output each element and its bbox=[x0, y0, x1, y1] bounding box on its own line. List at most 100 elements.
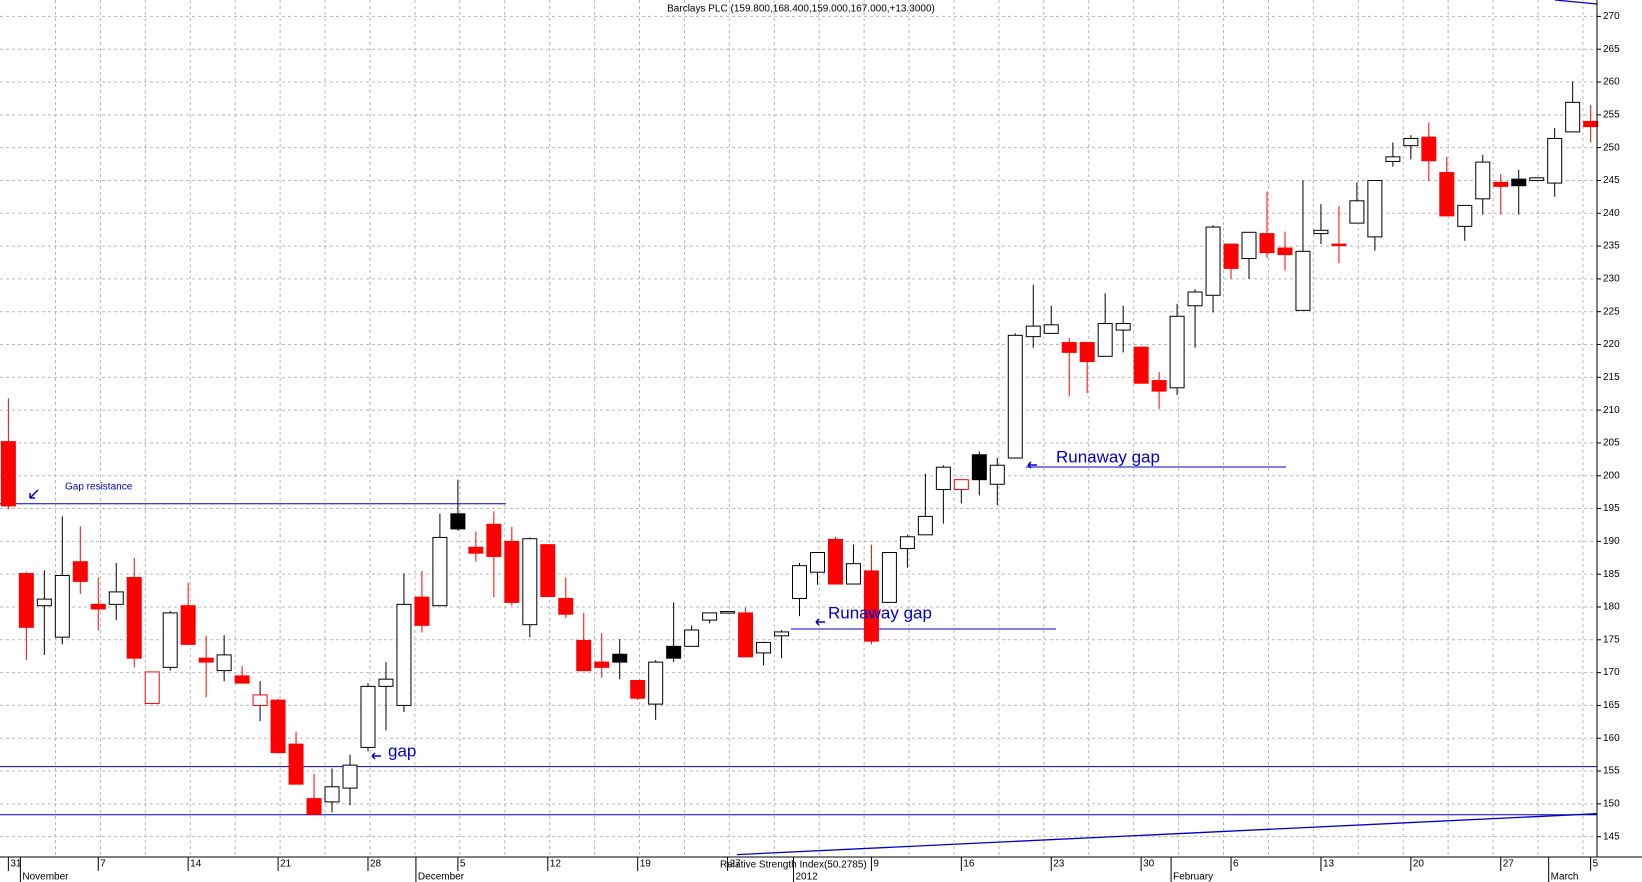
candle-body bbox=[648, 661, 664, 705]
candle-body bbox=[720, 611, 736, 614]
x-tick-label: 20 bbox=[1413, 859, 1425, 870]
x-tick-label: 9 bbox=[873, 859, 879, 870]
candle-body bbox=[126, 576, 142, 659]
indicator-label: Relative Strength Index(50.2785) bbox=[720, 860, 867, 871]
arrow bbox=[815, 618, 825, 626]
candle-body bbox=[432, 536, 448, 607]
candle-body bbox=[666, 645, 682, 659]
candle-body bbox=[36, 598, 52, 607]
candles bbox=[0, 81, 1599, 815]
candle-body bbox=[1061, 342, 1077, 353]
candle-body bbox=[90, 603, 106, 610]
candle-body bbox=[0, 441, 16, 507]
candle-body bbox=[1331, 243, 1347, 247]
candle-body bbox=[54, 574, 70, 638]
y-tick-label: 145 bbox=[1603, 831, 1620, 842]
candle-body bbox=[162, 612, 178, 668]
candle-body bbox=[1583, 120, 1599, 128]
month-label: December bbox=[418, 872, 465, 882]
x-tick-label: 30 bbox=[1143, 859, 1155, 870]
candle-body bbox=[1385, 156, 1401, 162]
month-label: November bbox=[22, 872, 69, 882]
y-tick-label: 155 bbox=[1603, 766, 1620, 777]
y-tick-label: 170 bbox=[1603, 667, 1620, 678]
trend-line bbox=[1554, 0, 1598, 5]
candle-body bbox=[540, 544, 556, 597]
annotation: gap bbox=[388, 741, 416, 760]
candle-body bbox=[594, 661, 610, 668]
y-tick-label: 260 bbox=[1603, 77, 1620, 88]
chart-title: Barclays PLC (159.800,168.400,159.000,16… bbox=[667, 4, 935, 15]
candle-body bbox=[881, 552, 897, 603]
arrow bbox=[29, 489, 39, 499]
month-label: 2012 bbox=[796, 872, 819, 882]
arrow bbox=[371, 752, 381, 760]
candle-body bbox=[396, 603, 412, 706]
candle-body bbox=[1223, 243, 1239, 269]
candle-body bbox=[684, 629, 700, 647]
x-tick-label: 21 bbox=[280, 859, 292, 870]
candle-body bbox=[216, 654, 232, 672]
candle-body bbox=[702, 612, 718, 621]
candle-body bbox=[1475, 161, 1491, 200]
candle-body bbox=[306, 798, 322, 815]
candle-body bbox=[1025, 325, 1041, 338]
x-tick-label: 7 bbox=[100, 859, 106, 870]
candle-body bbox=[1133, 346, 1149, 384]
arrows bbox=[29, 461, 1037, 760]
candle-body bbox=[1205, 226, 1221, 296]
y-tick-label: 175 bbox=[1603, 634, 1620, 645]
y-tick-label: 215 bbox=[1603, 372, 1620, 383]
candle-body bbox=[989, 464, 1005, 485]
candle-body bbox=[1511, 178, 1527, 187]
candle-body bbox=[971, 454, 987, 481]
candle-body bbox=[198, 657, 214, 663]
candle-body bbox=[108, 591, 124, 605]
axes: 1451501551601651701751801851901952002052… bbox=[7, 11, 1620, 882]
annotation: Runaway gap bbox=[828, 603, 932, 622]
y-tick-label: 165 bbox=[1603, 700, 1620, 711]
candle-body bbox=[809, 552, 825, 573]
candle-body bbox=[72, 561, 88, 582]
candle-body bbox=[1421, 136, 1437, 162]
candle-body bbox=[576, 639, 592, 672]
annotation: Runaway gap bbox=[1056, 447, 1160, 466]
month-label: March bbox=[1551, 872, 1579, 882]
candle-body bbox=[1529, 177, 1545, 181]
arrow bbox=[1027, 461, 1037, 469]
y-tick-label: 185 bbox=[1603, 569, 1620, 580]
candle-body bbox=[845, 563, 861, 585]
x-tick-label: 27 bbox=[1503, 859, 1515, 870]
candle-body bbox=[468, 546, 484, 554]
candle-body bbox=[252, 694, 268, 706]
candle-body bbox=[18, 573, 34, 628]
candle-body bbox=[1079, 342, 1095, 363]
x-tick-label: 28 bbox=[370, 859, 382, 870]
candle-body bbox=[827, 538, 843, 585]
candle-body bbox=[378, 678, 394, 687]
candle-body bbox=[144, 671, 160, 704]
y-tick-label: 265 bbox=[1603, 44, 1620, 55]
y-tick-label: 270 bbox=[1603, 11, 1620, 22]
candle-body bbox=[756, 641, 772, 654]
y-tick-label: 250 bbox=[1603, 142, 1620, 153]
candle-body bbox=[738, 612, 754, 658]
x-tick-label: 13 bbox=[1323, 859, 1335, 870]
candle-body bbox=[1295, 250, 1311, 311]
y-tick-label: 180 bbox=[1603, 602, 1620, 613]
candle-body bbox=[288, 743, 304, 785]
candle-body bbox=[270, 699, 286, 754]
x-tick-label: 31 bbox=[10, 859, 22, 870]
y-tick-label: 205 bbox=[1603, 438, 1620, 449]
candle-body bbox=[1277, 247, 1293, 256]
candle-body bbox=[774, 631, 790, 637]
candle-body bbox=[1151, 380, 1167, 392]
y-tick-label: 150 bbox=[1603, 798, 1620, 809]
candle-body bbox=[1565, 101, 1581, 133]
y-tick-label: 245 bbox=[1603, 175, 1620, 186]
y-tick-label: 235 bbox=[1603, 241, 1620, 252]
candle-body bbox=[1403, 137, 1419, 147]
x-tick-label: 12 bbox=[550, 859, 562, 870]
